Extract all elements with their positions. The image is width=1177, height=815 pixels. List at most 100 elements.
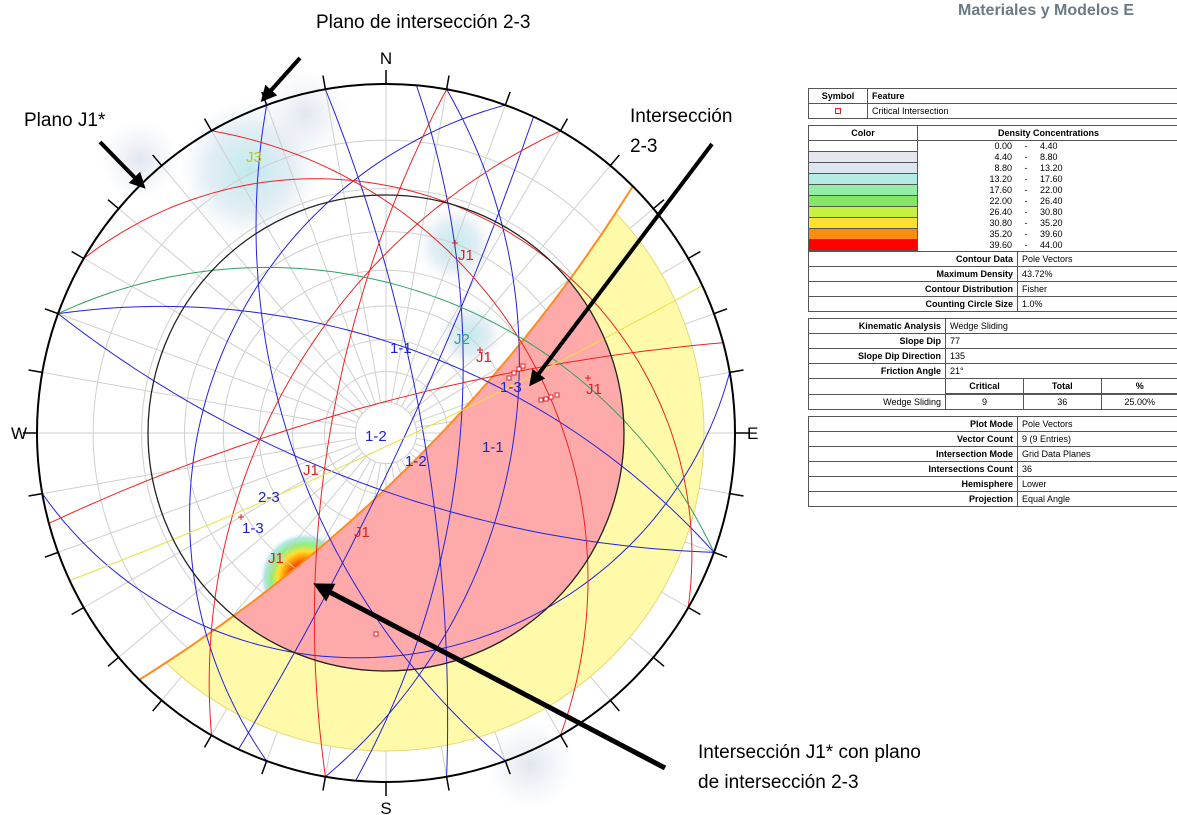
net-label: J1 xyxy=(354,524,370,541)
range-value: 0.00 xyxy=(994,141,1012,152)
key-cell: Slope Dip Direction xyxy=(808,348,946,364)
tick xyxy=(44,551,59,558)
net-label: 1-3 xyxy=(242,520,264,537)
legend-section: Contour Data Pole Vectors Maximum Density 4… xyxy=(808,251,1177,312)
range-value: - xyxy=(1024,185,1028,195)
color-swatch xyxy=(808,162,918,174)
range-value: - xyxy=(1024,196,1028,206)
results-cell: 9 36 25.00% xyxy=(945,394,1177,410)
grid-radial xyxy=(83,258,360,419)
header-cell: Symbol xyxy=(808,88,868,104)
tick xyxy=(203,734,213,748)
header-cell: Density Concentrations xyxy=(917,125,1177,141)
critical-intersection xyxy=(373,631,379,637)
range-value: 44.00 xyxy=(1040,240,1063,250)
grid-radial xyxy=(83,447,360,608)
tick xyxy=(28,492,43,497)
range-cell: 8.80 - 13.20 xyxy=(917,162,1177,174)
key-cell: Intersection Mode xyxy=(808,446,1018,462)
net-label: J2 xyxy=(454,331,470,348)
grid-radial xyxy=(57,313,358,424)
range-value: 4.40 xyxy=(1040,141,1058,152)
range-value: - xyxy=(1024,240,1028,250)
range-value: 35.20 xyxy=(1040,218,1063,228)
tick xyxy=(152,154,163,167)
header-cell: Feature xyxy=(867,88,1177,104)
net-label: J1 xyxy=(268,550,284,567)
color-swatch xyxy=(808,140,918,152)
range-value: 39.60 xyxy=(1040,229,1063,239)
great-circle xyxy=(57,305,715,553)
value-cell: 1.0% xyxy=(1017,296,1177,312)
tick xyxy=(729,492,744,497)
row: Contour Data Pole Vectors xyxy=(808,251,1177,267)
tick xyxy=(71,606,85,616)
row: Hemisphere Lower xyxy=(808,476,1177,492)
range-value: - xyxy=(1024,174,1028,184)
value-cell: 36 xyxy=(1023,395,1102,409)
color-swatch xyxy=(808,195,918,207)
tick xyxy=(687,606,701,616)
row: Plot Mode Pole Vectors xyxy=(808,416,1177,432)
grid-radial xyxy=(42,371,357,429)
tick xyxy=(322,75,327,90)
row: 9 36 25.00% xyxy=(946,395,1177,409)
header-cell: Critical xyxy=(946,379,1024,394)
direction-label: S xyxy=(380,799,391,815)
value-cell: 21° xyxy=(945,363,1177,379)
value-cell: Grid Data Planes xyxy=(1017,446,1177,462)
great-circle xyxy=(83,178,693,608)
range-value: - xyxy=(1024,152,1028,162)
row: Wedge Sliding 9 36 25.00% xyxy=(808,394,1177,410)
critical-intersection xyxy=(543,396,549,402)
net-label: 1-3 xyxy=(500,379,522,396)
range-value: 17.60 xyxy=(1040,174,1063,184)
results-cell: Critical Total% xyxy=(945,378,1177,395)
value-cell: 25.00% xyxy=(1100,395,1177,409)
color-swatch xyxy=(808,184,918,196)
great-circle xyxy=(57,313,715,553)
range-value: 13.20 xyxy=(989,174,1012,184)
row: Friction Angle 21° xyxy=(808,363,1177,379)
header-cell: % xyxy=(1100,379,1177,394)
net-label: J1 xyxy=(586,381,602,398)
value-cell: 43.72% xyxy=(1017,266,1177,282)
critical-intersection xyxy=(520,363,526,369)
range-value: 26.40 xyxy=(989,207,1012,217)
tick xyxy=(609,154,620,167)
row: Intersection Mode Grid Data Planes xyxy=(808,446,1177,462)
grid-radial xyxy=(390,89,448,404)
range-value: 30.80 xyxy=(989,218,1012,228)
symbol xyxy=(835,108,841,114)
key-cell: Vector Count xyxy=(808,431,1018,447)
row: 22.00 - 26.40 xyxy=(808,195,1177,207)
density-blob xyxy=(438,303,502,367)
row: 8.80 - 13.20 xyxy=(808,162,1177,174)
range-cell: 22.00 - 26.40 xyxy=(917,195,1177,207)
color-swatch xyxy=(808,239,918,251)
legend-section: Color Density Concentrations 0.00-4.40 4.40… xyxy=(808,125,1177,251)
tick xyxy=(28,369,43,374)
value-cell: 36 xyxy=(1017,461,1177,477)
legend-section: Kinematic Analysis Wedge Sliding Slope Dip… xyxy=(808,318,1177,410)
tick xyxy=(687,250,701,260)
range-cell: 30.80 - 35.20 xyxy=(917,217,1177,229)
row: Projection Equal Angle xyxy=(808,491,1177,507)
tick xyxy=(322,776,327,791)
net-label: 1-1 xyxy=(482,439,504,456)
tick xyxy=(445,776,450,791)
tick xyxy=(652,199,665,210)
row: Counting Circle Size 1.0% xyxy=(808,296,1177,312)
results-table: Critical Total% xyxy=(946,379,1177,394)
range-cell: 4.40 - 8.80 xyxy=(917,151,1177,163)
critical-intersection xyxy=(506,375,512,381)
critical-intersection xyxy=(516,366,522,372)
tick xyxy=(559,118,569,132)
value-cell: Pole Vectors xyxy=(1017,416,1177,432)
row: Slope Dip Direction 135 xyxy=(808,348,1177,364)
row: 13.20 - 17.60 xyxy=(808,173,1177,185)
key-cell: Projection xyxy=(808,491,1018,507)
